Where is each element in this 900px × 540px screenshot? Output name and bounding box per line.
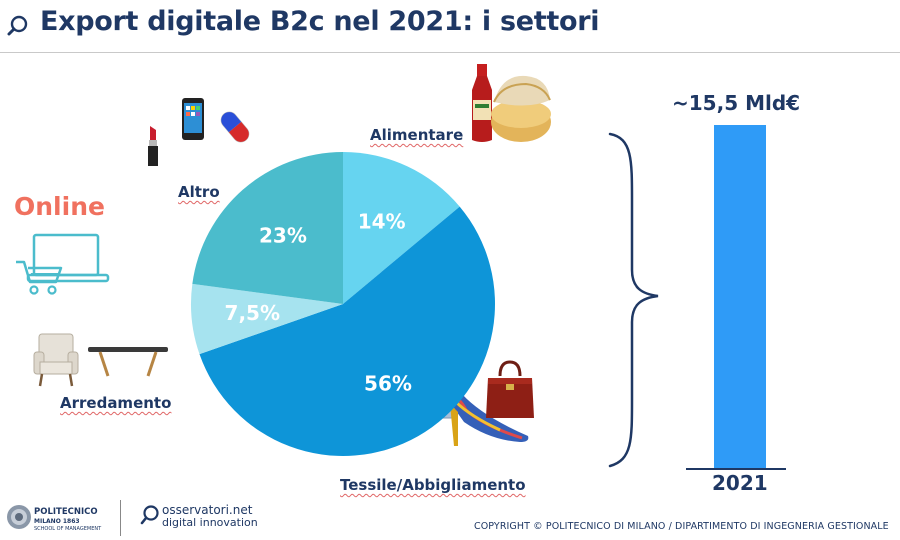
copyright-notice: COPYRIGHT © POLITECNICO DI MILANO / DIPA… [474,521,889,532]
bar-value-label: ~15,5 Mld€ [672,91,801,115]
table-icon [88,347,168,377]
osservatori-search-logo-icon [140,505,159,525]
sector-pie-chart: 14% 56% 7,5% 23% [191,152,496,456]
pie-slice-altro [192,152,343,304]
label-arredamento: Arredamento [60,394,172,412]
label-tessile-abbigliamento: Tessile/Abbigliamento [340,476,526,494]
pie-value-label: 14% [358,209,406,233]
politecnico-logo-name: POLITECNICO [34,507,98,517]
politecnico-seal-logo [7,505,31,529]
politecnico-logo-school: SCHOOL OF MANAGEMENT [34,526,102,532]
cheese-wheel-icon [491,75,551,142]
pie-value-label: 56% [364,371,412,395]
armchair-icon [33,333,79,387]
pie-slice-arredamento [191,283,343,355]
pie-slice-tessile-abbigliamento [199,206,496,456]
logo-divider [120,500,121,536]
curly-brace [608,132,659,468]
online-label: Online [14,192,105,221]
bar-2021 [714,125,766,468]
politecnico-logo-sub: MILANO 1863 [34,518,80,525]
osservatori-logo-sub: digital innovation [162,516,258,529]
label-alimentare: Alimentare [370,126,464,144]
export-total-bar-chart [686,125,786,470]
lipstick-icon [148,126,158,166]
laptop-cart-icon [16,233,110,295]
tomato-sauce-bottle-icon [472,64,492,142]
bar-category-label: 2021 [712,471,768,495]
page-title: Export digitale B2c nel 2021: i settori [40,6,600,37]
leather-bag-icon [486,360,534,418]
pie-slice-alimentare [343,152,460,304]
smartphone-icon [182,98,204,140]
pill-icon [220,111,250,143]
search-icon [7,15,28,36]
pie-value-label: 23% [259,223,307,247]
label-altro: Altro [178,183,220,201]
osservatori-logo-name: osservatori.net [162,503,253,517]
pie-value-label: 7,5% [225,301,280,325]
title-divider [0,52,900,53]
